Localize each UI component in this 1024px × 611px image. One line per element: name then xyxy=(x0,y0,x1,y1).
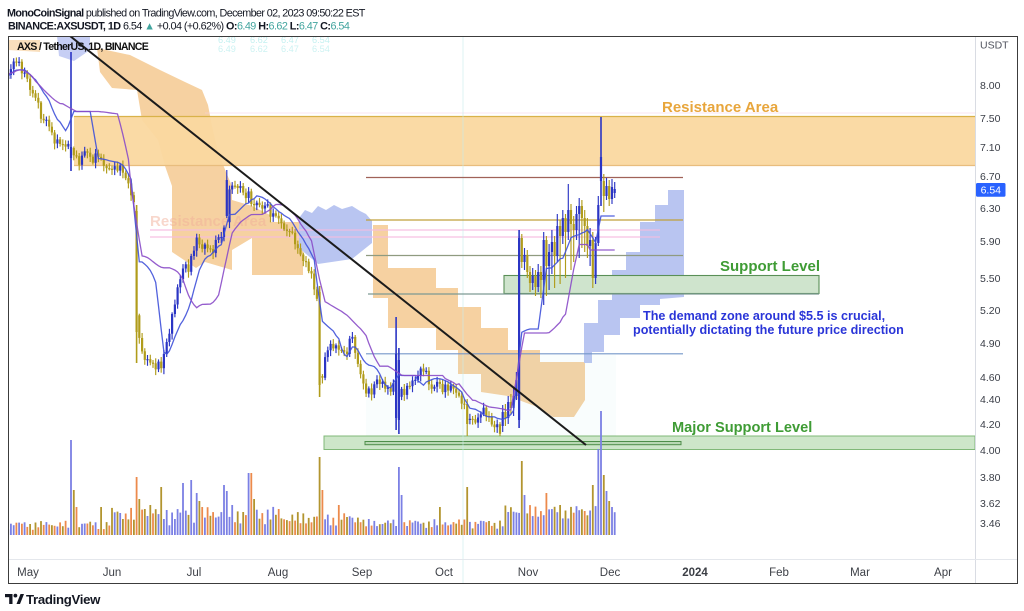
svg-text:TradingView: TradingView xyxy=(26,592,101,607)
svg-text:Aug: Aug xyxy=(268,567,288,579)
svg-text:6.54: 6.54 xyxy=(981,185,1002,197)
svg-text:3.62: 3.62 xyxy=(980,498,1001,510)
svg-text:4.00: 4.00 xyxy=(980,445,1001,457)
svg-text:Dec: Dec xyxy=(600,567,621,579)
svg-text:USDT: USDT xyxy=(980,40,1009,52)
svg-text:3.80: 3.80 xyxy=(980,472,1001,484)
svg-text:May: May xyxy=(17,567,39,579)
svg-text:Support Level: Support Level xyxy=(720,258,820,275)
svg-text:Sep: Sep xyxy=(352,567,372,579)
svg-text:Major Support Level: Major Support Level xyxy=(672,420,812,436)
svg-text:potentially dictating the futu: potentially dictating the future price d… xyxy=(633,323,904,337)
svg-text:5.90: 5.90 xyxy=(980,236,1001,248)
svg-text:8.00: 8.00 xyxy=(980,80,1001,92)
svg-text:5.20: 5.20 xyxy=(980,305,1001,317)
svg-text:6.496.626.476.54: 6.49 6.62 6.47 6.54 xyxy=(218,35,330,45)
svg-text:6.496.626.476.54: 6.49 6.62 6.47 6.54 xyxy=(218,44,330,54)
svg-text:2024: 2024 xyxy=(682,567,708,579)
svg-text:Oct: Oct xyxy=(435,567,454,579)
svg-text:4.90: 4.90 xyxy=(980,338,1001,350)
svg-text:BINANCE:AXSUSDT, 1D 6.54 ▲ +0: BINANCE:AXSUSDT, 1D 6.54 ▲ +0.04 (+0.62%… xyxy=(8,21,350,33)
svg-text:Nov: Nov xyxy=(518,567,539,579)
svg-text:6.70: 6.70 xyxy=(980,171,1001,183)
svg-text:7.50: 7.50 xyxy=(980,113,1001,125)
svg-text:Feb: Feb xyxy=(769,567,789,579)
svg-text:Jul: Jul xyxy=(187,567,202,579)
svg-text:Mar: Mar xyxy=(850,567,870,579)
svg-text:Resistance Area: Resistance Area xyxy=(662,99,779,116)
svg-text:7.10: 7.10 xyxy=(980,142,1001,154)
svg-text:4.40: 4.40 xyxy=(980,394,1001,406)
svg-text:Jun: Jun xyxy=(103,567,122,579)
svg-text:4.20: 4.20 xyxy=(980,419,1001,431)
svg-text:3.46: 3.46 xyxy=(980,518,1001,530)
svg-text:5.50: 5.50 xyxy=(980,273,1001,285)
svg-text:MonoCoinSignal published on Tr: MonoCoinSignal published on TradingView.… xyxy=(7,8,366,20)
svg-text:The demand zone around $5.5 is: The demand zone around $5.5 is crucial, xyxy=(643,309,885,323)
svg-text:4.60: 4.60 xyxy=(980,372,1001,384)
svg-text:AXS / TetherUS, 1D, BINANCE: AXS / TetherUS, 1D, BINANCE xyxy=(17,41,149,53)
svg-text:6.30: 6.30 xyxy=(980,203,1001,215)
svg-text:Apr: Apr xyxy=(934,567,952,579)
